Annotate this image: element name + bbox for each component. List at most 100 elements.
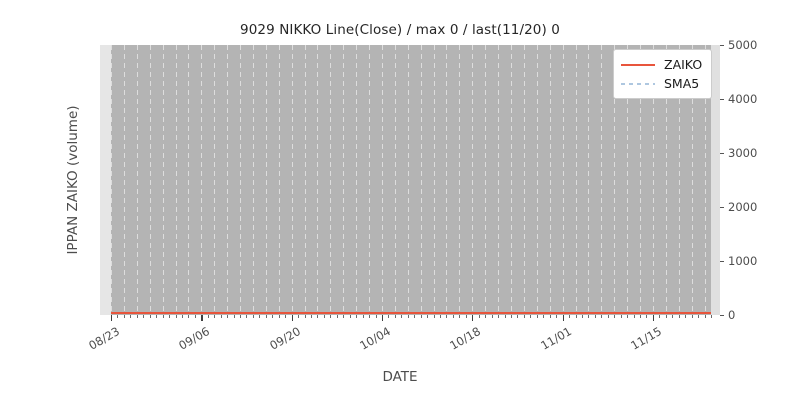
- x-tick-minor: [356, 315, 358, 318]
- x-tick-major: [291, 315, 293, 321]
- gridline-vertical: [665, 45, 667, 315]
- x-tick-major: [381, 315, 384, 321]
- x-tick-minor: [181, 315, 183, 318]
- gridline-vertical: [330, 45, 332, 315]
- gridline-vertical: [111, 45, 112, 315]
- x-tick-minor: [246, 315, 248, 318]
- gridline-vertical: [227, 45, 229, 315]
- x-tick-minor: [446, 315, 448, 318]
- gridline-vertical: [394, 45, 396, 315]
- x-tick-minor: [349, 315, 351, 318]
- x-tick-major: [562, 315, 564, 321]
- x-tick-minor: [123, 315, 125, 318]
- gridline-vertical: [343, 45, 345, 315]
- x-tick-minor: [369, 315, 371, 318]
- x-tick-minor: [665, 315, 667, 318]
- x-tick-minor: [478, 315, 480, 318]
- y-tick-mark: [720, 314, 724, 316]
- x-tick-minor: [640, 315, 642, 318]
- x-tick-minor: [149, 315, 151, 318]
- gridline-vertical: [407, 45, 409, 315]
- chart-legend[interactable]: ZAIKO SMA5: [613, 49, 713, 99]
- x-tick-minor: [672, 315, 674, 318]
- y-tick-mark: [720, 44, 724, 46]
- x-tick-minor: [607, 315, 609, 318]
- gridline-vertical: [136, 45, 138, 315]
- x-tick-minor: [504, 315, 506, 318]
- x-tick-minor: [401, 315, 403, 318]
- x-tick-minor: [388, 315, 390, 318]
- legend-item-zaiko[interactable]: ZAIKO: [621, 55, 702, 74]
- x-tick-minor: [659, 315, 661, 318]
- x-tick-minor: [414, 315, 416, 318]
- gridline-vertical: [446, 45, 448, 315]
- y-tick-label: 5000: [728, 38, 758, 52]
- series-line-zaiko: [111, 311, 711, 315]
- x-tick-minor: [465, 315, 467, 318]
- x-tick-minor: [156, 315, 158, 318]
- data-series-layer: [100, 45, 720, 315]
- gridline-vertical: [317, 45, 319, 315]
- x-tick-minor: [543, 315, 545, 318]
- x-tick-label: 09/06: [176, 324, 213, 353]
- gridline-vertical: [472, 45, 474, 315]
- y-tick-label: 0: [728, 308, 736, 322]
- x-tick-minor: [485, 315, 487, 318]
- legend-line-sample: [621, 82, 655, 85]
- legend-swatch-zaiko: [621, 59, 655, 71]
- plot-right-margin-strip: [711, 45, 720, 315]
- x-tick-label: 10/04: [357, 324, 393, 353]
- y-tick-mark: [720, 206, 724, 208]
- gridline-vertical: [265, 45, 267, 315]
- y-tick-label: 3000: [728, 146, 758, 160]
- x-tick-label: 10/18: [447, 324, 484, 353]
- x-tick-label: 08/23: [86, 324, 122, 353]
- gridline-vertical: [575, 45, 577, 315]
- gridline-vertical: [459, 45, 461, 315]
- x-tick-major: [201, 315, 203, 321]
- x-tick-label: 09/20: [266, 324, 303, 353]
- x-tick-minor: [511, 315, 512, 318]
- gridline-vertical: [511, 45, 512, 315]
- x-tick-minor: [530, 315, 532, 318]
- x-tick-minor: [646, 315, 648, 318]
- gridline-vertical: [627, 45, 629, 315]
- gridline-vertical: [356, 45, 358, 315]
- x-tick-major: [111, 315, 113, 321]
- x-tick-minor: [452, 315, 454, 318]
- x-tick-minor: [678, 315, 680, 318]
- gridline-vertical: [536, 45, 538, 315]
- x-tick-minor: [627, 315, 629, 318]
- y-axis: 0 1000 2000 3000 4000 5000: [720, 38, 796, 322]
- x-tick-minor: [194, 315, 196, 318]
- x-tick-minor: [491, 315, 493, 318]
- y-tick-label: 2000: [728, 200, 758, 214]
- x-axis-label: DATE: [382, 369, 418, 385]
- x-tick-minor: [220, 315, 222, 318]
- x-tick-minor: [304, 315, 306, 318]
- gridline-vertical: [252, 45, 254, 315]
- x-tick-minor: [685, 315, 687, 318]
- x-tick-minor: [581, 315, 583, 318]
- x-tick-major: [472, 315, 474, 321]
- x-tick-minor: [323, 315, 325, 318]
- y-tick-mark: [720, 260, 724, 262]
- x-tick-minor: [336, 315, 338, 318]
- x-tick-minor: [162, 315, 164, 318]
- gridline-vertical: [588, 45, 590, 315]
- x-tick-minor: [407, 315, 409, 318]
- x-axis: 08/23 09/06 09/20 10/04 10/18 11/01 11/15: [86, 315, 720, 375]
- x-tick-minor: [343, 315, 345, 318]
- x-tick-minor: [691, 315, 693, 318]
- gridline-vertical: [149, 45, 151, 315]
- gridline-vertical: [214, 45, 216, 315]
- vertical-gridlines: [100, 45, 720, 315]
- legend-item-sma5[interactable]: SMA5: [621, 74, 702, 93]
- gridline-vertical: [601, 45, 603, 315]
- x-tick-minor: [169, 315, 171, 318]
- gridline-vertical: [498, 45, 500, 315]
- x-tick-minor: [556, 315, 558, 318]
- gridline-vertical: [485, 45, 487, 315]
- x-tick-minor: [614, 315, 616, 318]
- x-tick-minor: [362, 315, 364, 318]
